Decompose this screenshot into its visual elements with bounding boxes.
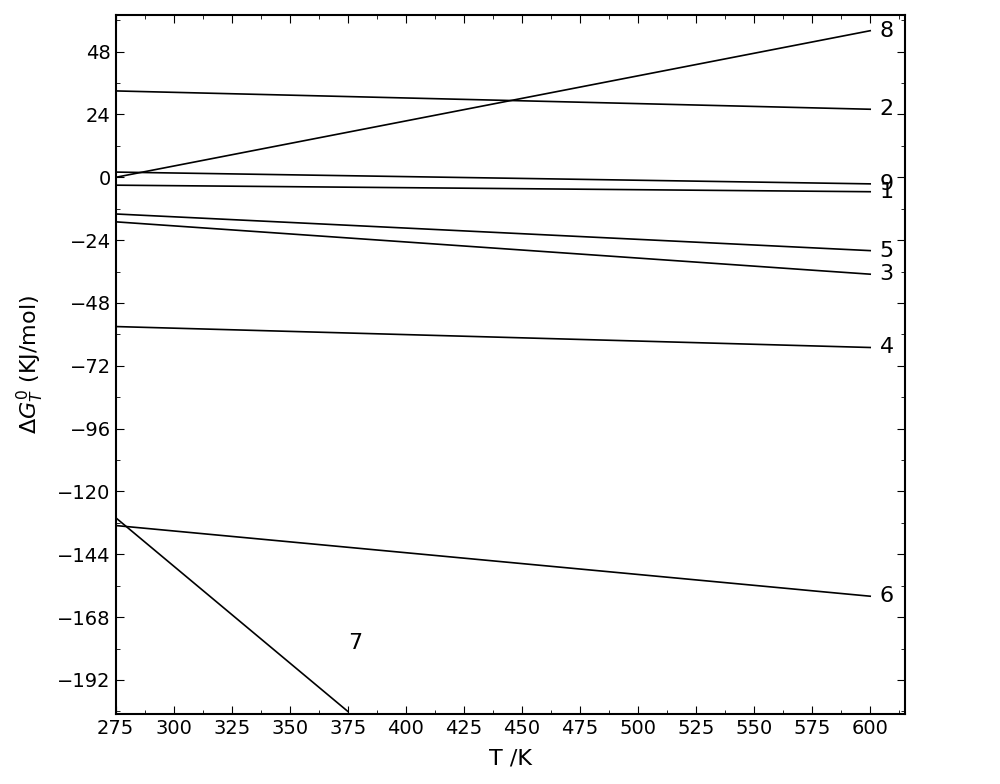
- Text: 9: 9: [879, 174, 894, 194]
- Text: 7: 7: [348, 633, 362, 653]
- Y-axis label: $\Delta G_T^0$ (KJ/mol): $\Delta G_T^0$ (KJ/mol): [15, 295, 46, 434]
- Text: 3: 3: [879, 264, 894, 284]
- Text: 8: 8: [879, 20, 894, 41]
- Text: 6: 6: [879, 586, 894, 606]
- Text: 2: 2: [879, 100, 894, 119]
- Text: 1: 1: [879, 182, 894, 201]
- Text: 5: 5: [879, 241, 894, 260]
- Text: 4: 4: [879, 337, 894, 358]
- X-axis label: T /K: T /K: [489, 749, 532, 769]
